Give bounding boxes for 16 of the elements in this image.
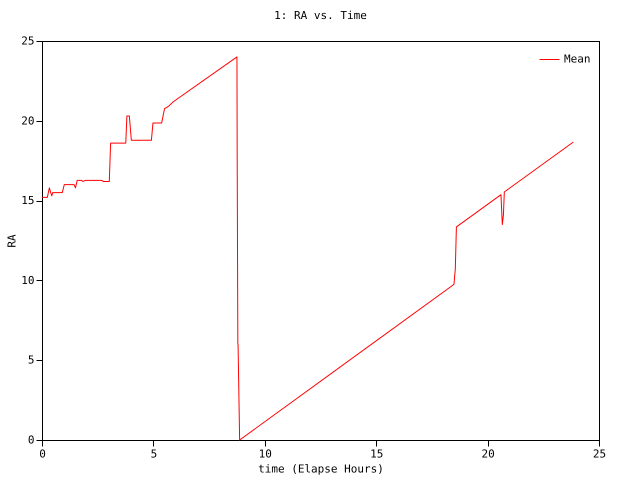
y-tick-label: 10 [21, 274, 34, 287]
y-tick-label: 20 [21, 114, 34, 128]
x-tick-label: 25 [592, 448, 606, 460]
x-tick-label: 20 [481, 448, 495, 460]
x-tick-label: 0 [39, 448, 46, 460]
x-tick-label: 15 [370, 448, 384, 460]
legend-label: Mean [564, 52, 590, 66]
y-tick-label: 0 [28, 434, 34, 446]
x-tick-label: 10 [258, 448, 272, 460]
y-tick-label: 25 [21, 34, 34, 48]
chart-title: 1: RA vs. Time [274, 9, 367, 22]
y-tick-label: 5 [28, 354, 34, 367]
y-axis-title: RA [5, 234, 18, 248]
y-tick-label: 15 [21, 194, 34, 208]
x-tick-label: 5 [150, 448, 158, 460]
x-axis-title: time (Elapse Hours) [258, 462, 384, 476]
